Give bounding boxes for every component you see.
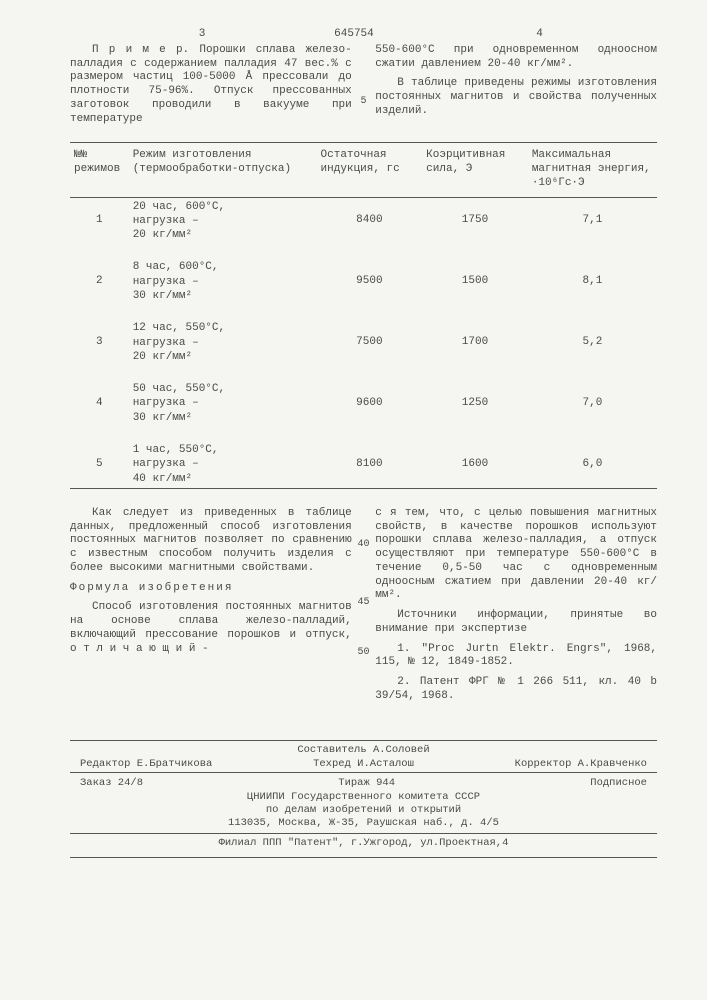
cell-induction: 9600: [317, 380, 423, 427]
cell-coercive: 1250: [422, 380, 528, 427]
page-num-left: 3: [70, 28, 334, 42]
footer-addr: 113035, Москва, Ж-35, Раушская наб., д. …: [70, 817, 657, 830]
cell-energy: 7,1: [528, 197, 657, 244]
footer-compiler: Составитель А.Соловей: [70, 744, 657, 757]
footer-subscr: Подписное: [590, 777, 647, 790]
footer-filial: Филиал ППП "Патент", г.Ужгород, ул.Проек…: [70, 833, 657, 853]
cell-induction: 8100: [317, 441, 423, 488]
formula-title: Формула изобретения: [70, 582, 352, 596]
cell-induction: 7500: [317, 319, 423, 366]
footer-org2: по делам изобретений и открытий: [70, 804, 657, 817]
th-num: №№ режимов: [70, 143, 129, 197]
cell-coercive: 1600: [422, 441, 528, 488]
th-regime: Режим изготовления (термообработки-отпус…: [129, 143, 317, 197]
body-left2: Способ изготовления постоянных магнитов …: [70, 601, 352, 656]
cell-num: 5: [70, 441, 129, 488]
cell-regime: 20 час, 600°С,нагрузка –20 кг/мм²: [129, 197, 317, 244]
cell-num: 3: [70, 319, 129, 366]
table-row: 120 час, 600°С,нагрузка –20 кг/мм²840017…: [70, 197, 657, 244]
th-energy: Максимальная магнитная энергия, ·10⁶Гс·Э: [528, 143, 657, 197]
line-num-40: 40: [357, 539, 369, 552]
cell-energy: 5,2: [528, 319, 657, 366]
footer-techred: Техред И.Асталош: [313, 758, 414, 771]
line-num-45: 45: [357, 597, 369, 610]
body-right4: 2. Патент ФРГ № 1 266 511, кл. 40 b 39/5…: [375, 676, 657, 704]
intro-right2: В таблице приведены режимы изготовления …: [375, 77, 657, 118]
footer-org1: ЦНИИПИ Государственного комитета СССР: [70, 791, 657, 804]
cell-energy: 7,0: [528, 380, 657, 427]
line-num-50: 50: [357, 647, 369, 660]
cell-regime: 50 час, 550°С,нагрузка –30 кг/мм²: [129, 380, 317, 427]
footer-order: Заказ 24/8: [80, 777, 143, 790]
data-table: №№ режимов Режим изготовления (термообра…: [70, 142, 657, 489]
footer-editor: Редактор Е.Братчикова: [80, 758, 212, 771]
cell-energy: 6,0: [528, 441, 657, 488]
th-coercive: Коэрцитивная сила, Э: [422, 143, 528, 197]
table-row: 28 час, 600°С,нагрузка –30 кг/мм²9500150…: [70, 258, 657, 305]
cell-regime: 1 час, 550°С,нагрузка –40 кг/мм²: [129, 441, 317, 488]
body-right2: Источники информации, принятые во вниман…: [375, 609, 657, 637]
body-left1: Как следует из приведенных в таблице дан…: [70, 507, 352, 576]
table-row: 51 час, 550°С,нагрузка –40 кг/мм²8100160…: [70, 441, 657, 488]
cell-coercive: 1500: [422, 258, 528, 305]
intro-left: П р и м е р. Порошки сплава железо-палла…: [70, 44, 352, 127]
cell-induction: 8400: [317, 197, 423, 244]
cell-regime: 8 час, 600°С,нагрузка –30 кг/мм²: [129, 258, 317, 305]
footer-corrector: Корректор А.Кравченко: [515, 758, 647, 771]
doc-number: 645754: [334, 28, 422, 42]
cell-induction: 9500: [317, 258, 423, 305]
body-right1: с я тем, что, с целью повышения магнитны…: [375, 507, 657, 603]
table-row: 450 час, 550°С,нагрузка –30 кг/мм²960012…: [70, 380, 657, 427]
footer-tirazh: Тираж 944: [338, 777, 395, 790]
line-num-5: 5: [360, 96, 366, 109]
cell-coercive: 1700: [422, 319, 528, 366]
th-induction: Остаточная индукция, гс: [317, 143, 423, 197]
intro-right1: 550-600°С при одновременном одноосном сж…: [375, 44, 657, 72]
body-right3: 1. "Proc Jurtn Elektr. Engrs", 1968, 115…: [375, 643, 657, 671]
footer-block: Составитель А.Соловей Редактор Е.Братчик…: [70, 740, 657, 858]
cell-coercive: 1750: [422, 197, 528, 244]
cell-num: 1: [70, 197, 129, 244]
cell-energy: 8,1: [528, 258, 657, 305]
cell-num: 4: [70, 380, 129, 427]
table-row: 312 час, 550°С,нагрузка –20 кг/мм²750017…: [70, 319, 657, 366]
cell-num: 2: [70, 258, 129, 305]
page-num-right: 4: [422, 28, 657, 42]
cell-regime: 12 час, 550°С,нагрузка –20 кг/мм²: [129, 319, 317, 366]
